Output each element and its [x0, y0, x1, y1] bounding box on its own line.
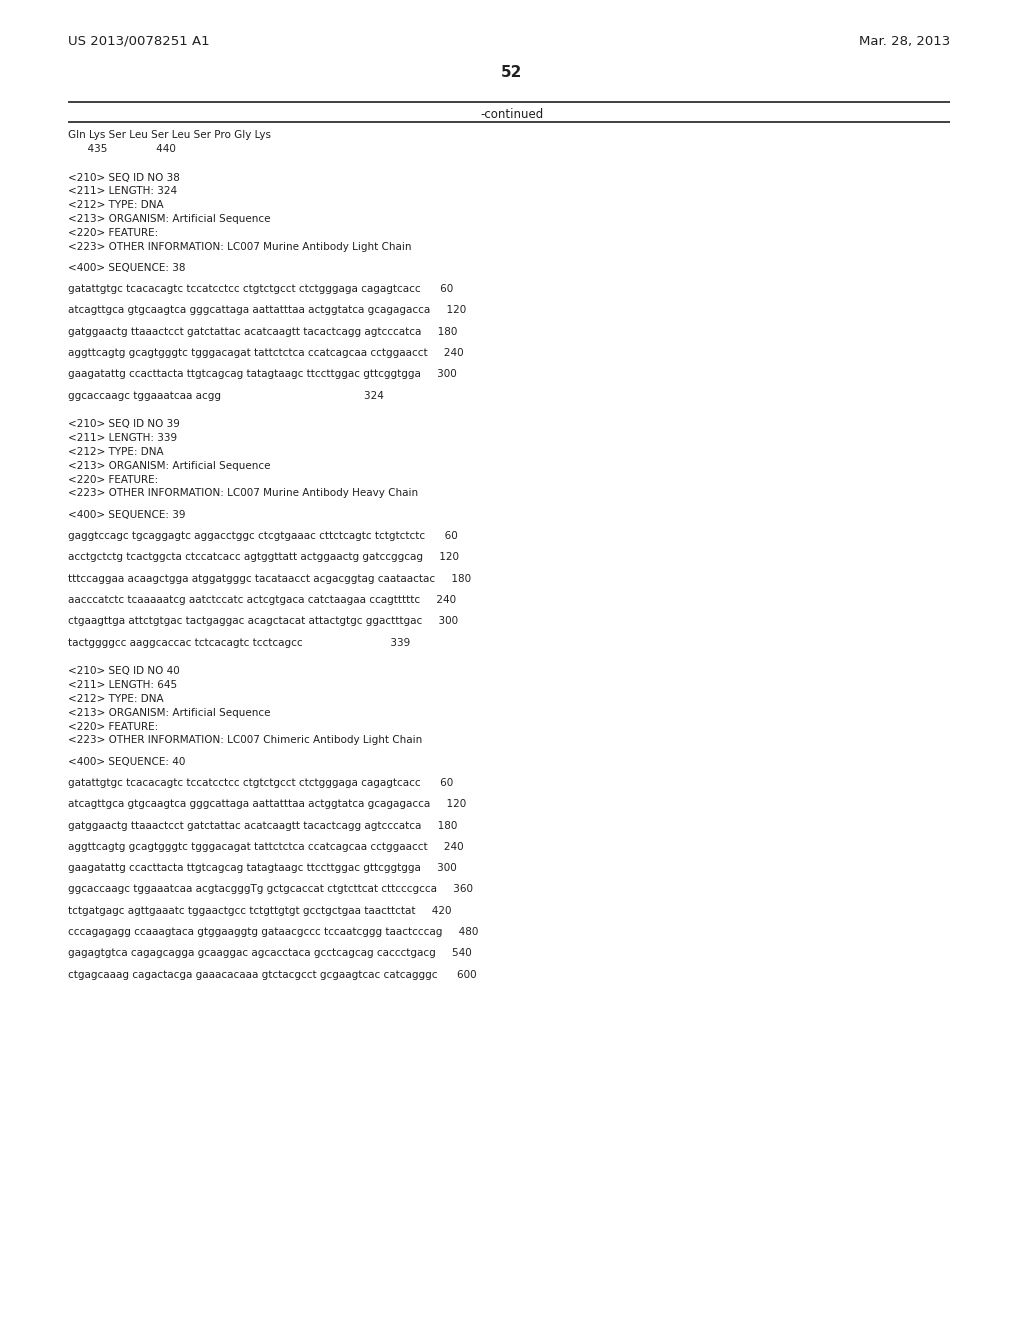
Text: acctgctctg tcactggcta ctccatcacc agtggttatt actggaactg gatccggcag     120: acctgctctg tcactggcta ctccatcacc agtggtt… — [68, 552, 459, 562]
Text: <223> OTHER INFORMATION: LC007 Murine Antibody Light Chain: <223> OTHER INFORMATION: LC007 Murine An… — [68, 242, 412, 252]
Text: atcagttgca gtgcaagtca gggcattaga aattatttaa actggtatca gcagagacca     120: atcagttgca gtgcaagtca gggcattaga aattatt… — [68, 305, 466, 315]
Text: tactggggcc aaggcaccac tctcacagtc tcctcagcc                           339: tactggggcc aaggcaccac tctcacagtc tcctcag… — [68, 638, 411, 648]
Text: atcagttgca gtgcaagtca gggcattaga aattatttaa actggtatca gcagagacca     120: atcagttgca gtgcaagtca gggcattaga aattatt… — [68, 800, 466, 809]
Text: <223> OTHER INFORMATION: LC007 Chimeric Antibody Light Chain: <223> OTHER INFORMATION: LC007 Chimeric … — [68, 735, 422, 746]
Text: <220> FEATURE:: <220> FEATURE: — [68, 722, 159, 731]
Text: US 2013/0078251 A1: US 2013/0078251 A1 — [68, 36, 210, 48]
Text: gaggtccagc tgcaggagtc aggacctggc ctcgtgaaac cttctcagtc tctgtctctc      60: gaggtccagc tgcaggagtc aggacctggc ctcgtga… — [68, 531, 458, 541]
Text: <400> SEQUENCE: 38: <400> SEQUENCE: 38 — [68, 263, 185, 273]
Text: aggttcagtg gcagtgggtc tgggacagat tattctctca ccatcagcaa cctggaacct     240: aggttcagtg gcagtgggtc tgggacagat tattctc… — [68, 842, 464, 851]
Text: Gln Lys Ser Leu Ser Leu Ser Pro Gly Lys: Gln Lys Ser Leu Ser Leu Ser Pro Gly Lys — [68, 129, 271, 140]
Text: <211> LENGTH: 339: <211> LENGTH: 339 — [68, 433, 177, 444]
Text: <213> ORGANISM: Artificial Sequence: <213> ORGANISM: Artificial Sequence — [68, 461, 270, 471]
Text: 52: 52 — [502, 65, 522, 81]
Text: <212> TYPE: DNA: <212> TYPE: DNA — [68, 694, 164, 704]
Text: gaagatattg ccacttacta ttgtcagcag tatagtaagc ttccttggac gttcggtgga     300: gaagatattg ccacttacta ttgtcagcag tatagta… — [68, 863, 457, 874]
Text: <220> FEATURE:: <220> FEATURE: — [68, 228, 159, 238]
Text: gatggaactg ttaaactcct gatctattac acatcaagtt tacactcagg agtcccatca     180: gatggaactg ttaaactcct gatctattac acatcaa… — [68, 327, 458, 337]
Text: <212> TYPE: DNA: <212> TYPE: DNA — [68, 447, 164, 457]
Text: gagagtgtca cagagcagga gcaaggac agcacctaca gcctcagcag caccctgacg     540: gagagtgtca cagagcagga gcaaggac agcacctac… — [68, 948, 472, 958]
Text: <220> FEATURE:: <220> FEATURE: — [68, 475, 159, 484]
Text: tctgatgagc agttgaaatc tggaactgcc tctgttgtgt gcctgctgaa taacttctat     420: tctgatgagc agttgaaatc tggaactgcc tctgttg… — [68, 906, 452, 916]
Text: <223> OTHER INFORMATION: LC007 Murine Antibody Heavy Chain: <223> OTHER INFORMATION: LC007 Murine An… — [68, 488, 418, 499]
Text: <213> ORGANISM: Artificial Sequence: <213> ORGANISM: Artificial Sequence — [68, 214, 270, 224]
Text: aacccatctc tcaaaaatcg aatctccatc actcgtgaca catctaagaa ccagtttttc     240: aacccatctc tcaaaaatcg aatctccatc actcgtg… — [68, 595, 456, 605]
Text: <212> TYPE: DNA: <212> TYPE: DNA — [68, 201, 164, 210]
Text: aggttcagtg gcagtgggtc tgggacagat tattctctca ccatcagcaa cctggaacct     240: aggttcagtg gcagtgggtc tgggacagat tattctc… — [68, 348, 464, 358]
Text: <210> SEQ ID NO 38: <210> SEQ ID NO 38 — [68, 173, 180, 182]
Text: <400> SEQUENCE: 39: <400> SEQUENCE: 39 — [68, 510, 185, 520]
Text: ctgaagttga attctgtgac tactgaggac acagctacat attactgtgc ggactttgac     300: ctgaagttga attctgtgac tactgaggac acagcta… — [68, 616, 458, 626]
Text: <210> SEQ ID NO 39: <210> SEQ ID NO 39 — [68, 420, 180, 429]
Text: gatattgtgc tcacacagtc tccatcctcc ctgtctgcct ctctgggaga cagagtcacc      60: gatattgtgc tcacacagtc tccatcctcc ctgtctg… — [68, 284, 454, 294]
Text: <211> LENGTH: 645: <211> LENGTH: 645 — [68, 680, 177, 690]
Text: Mar. 28, 2013: Mar. 28, 2013 — [859, 36, 950, 48]
Text: 435               440: 435 440 — [68, 144, 176, 154]
Text: <400> SEQUENCE: 40: <400> SEQUENCE: 40 — [68, 756, 185, 767]
Text: cccagagagg ccaaagtaca gtggaaggtg gataacgccc tccaatcggg taactcccag     480: cccagagagg ccaaagtaca gtggaaggtg gataacg… — [68, 927, 478, 937]
Text: <211> LENGTH: 324: <211> LENGTH: 324 — [68, 186, 177, 197]
Text: gatattgtgc tcacacagtc tccatcctcc ctgtctgcct ctctgggaga cagagtcacc      60: gatattgtgc tcacacagtc tccatcctcc ctgtctg… — [68, 777, 454, 788]
Text: <213> ORGANISM: Artificial Sequence: <213> ORGANISM: Artificial Sequence — [68, 708, 270, 718]
Text: -continued: -continued — [480, 108, 544, 121]
Text: <210> SEQ ID NO 40: <210> SEQ ID NO 40 — [68, 667, 180, 676]
Text: gaagatattg ccacttacta ttgtcagcag tatagtaagc ttccttggac gttcggtgga     300: gaagatattg ccacttacta ttgtcagcag tatagta… — [68, 370, 457, 379]
Text: ctgagcaaag cagactacga gaaacacaaa gtctacgcct gcgaagtcac catcagggc      600: ctgagcaaag cagactacga gaaacacaaa gtctacg… — [68, 970, 476, 979]
Text: tttccaggaa acaagctgga atggatgggc tacataacct acgacggtag caataactac     180: tttccaggaa acaagctgga atggatgggc tacataa… — [68, 574, 471, 583]
Text: gatggaactg ttaaactcct gatctattac acatcaagtt tacactcagg agtcccatca     180: gatggaactg ttaaactcct gatctattac acatcaa… — [68, 821, 458, 830]
Text: ggcaccaagc tggaaatcaa acgtacgggTg gctgcaccat ctgtcttcat cttcccgcca     360: ggcaccaagc tggaaatcaa acgtacgggTg gctgca… — [68, 884, 473, 895]
Text: ggcaccaagc tggaaatcaa acgg                                            324: ggcaccaagc tggaaatcaa acgg 324 — [68, 391, 384, 401]
